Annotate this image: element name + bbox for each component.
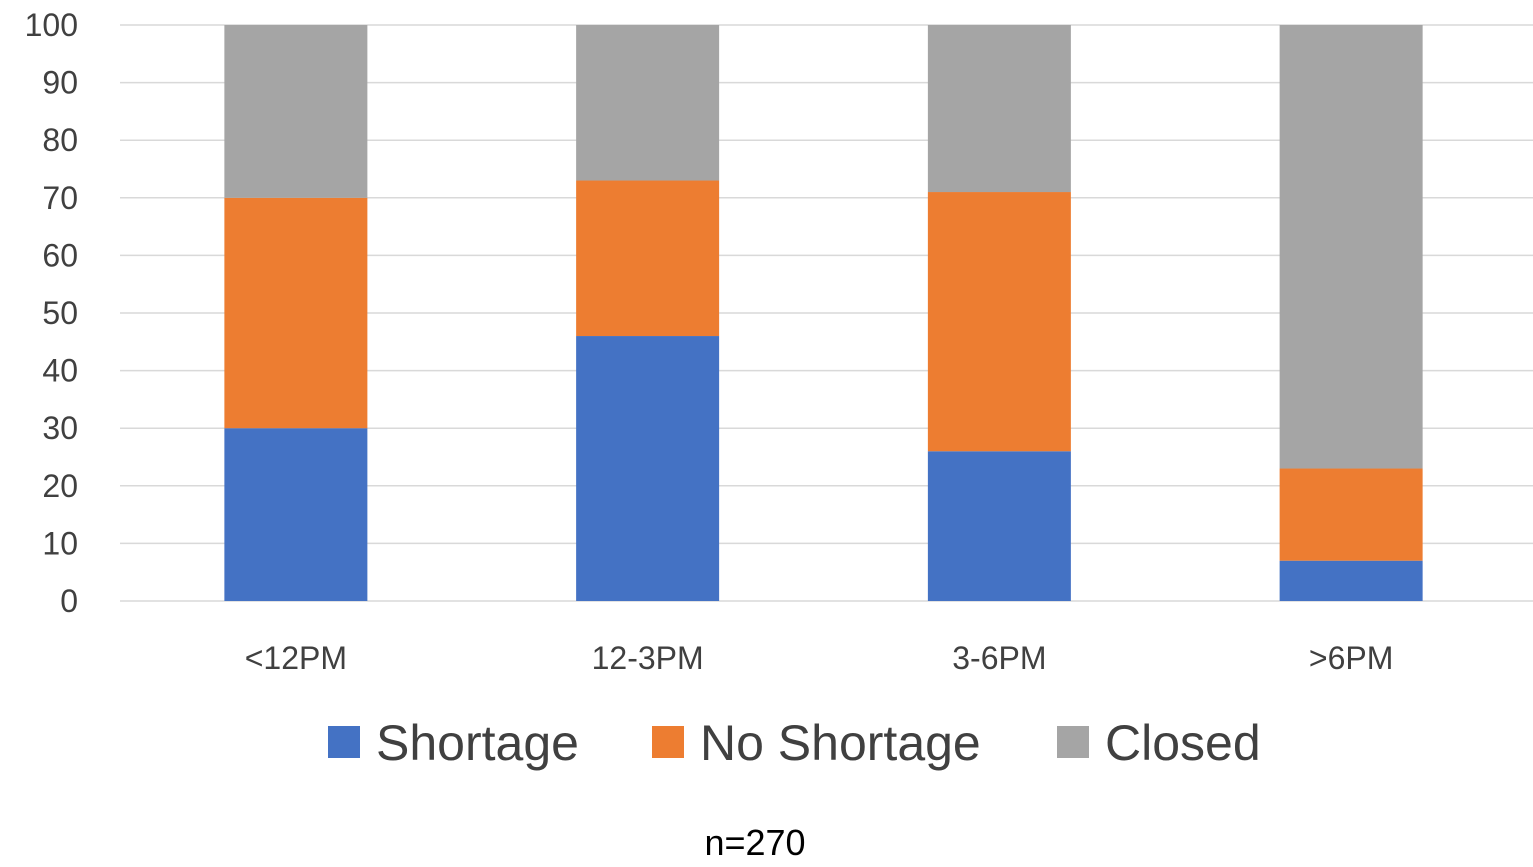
bar-segment-shortage [576,336,720,601]
x-category-label: <12PM [245,640,347,676]
bar-segment-closed [224,25,368,198]
y-tick-label: 10 [42,525,78,561]
x-category-label: 3-6PM [952,640,1046,676]
sample-size-note: n=270 [704,822,805,862]
bar-segment-closed [927,25,1071,193]
legend-swatch-closed [1057,726,1089,758]
legend-swatch-shortage [328,726,360,758]
y-tick-label: 70 [42,180,78,216]
bar-segment-no-shortage [576,180,720,337]
y-tick-label: 20 [42,468,78,504]
bar-segment-no-shortage [927,192,1071,452]
y-tick-label: 90 [42,65,78,101]
x-axis-labels: <12PM 12-3PM 3-6PM >6PM [245,640,1394,676]
bar-segment-shortage [927,451,1071,601]
y-tick-label: 100 [25,7,78,43]
bar-segment-closed [576,25,720,181]
x-category-label: >6PM [1309,640,1393,676]
legend: Shortage No Shortage Closed [328,715,1261,771]
y-tick-label: 40 [42,353,78,389]
legend-swatch-no-shortage [652,726,684,758]
y-tick-label: 30 [42,410,78,446]
legend-label: Closed [1105,715,1261,771]
bar-segment-no-shortage [1279,468,1423,561]
y-axis-ticks: 0 10 20 30 40 50 60 70 80 90 100 [25,7,78,619]
legend-label: No Shortage [700,715,981,771]
y-tick-label: 60 [42,237,78,273]
legend-label: Shortage [376,715,579,771]
bars [224,25,1423,601]
bar-segment-shortage [1279,560,1423,601]
bar-segment-no-shortage [224,197,368,429]
y-tick-label: 80 [42,122,78,158]
bar-segment-closed [1279,25,1423,469]
bar-segment-shortage [224,428,368,601]
y-tick-label: 50 [42,295,78,331]
y-tick-label: 0 [60,583,78,619]
x-category-label: 12-3PM [592,640,704,676]
